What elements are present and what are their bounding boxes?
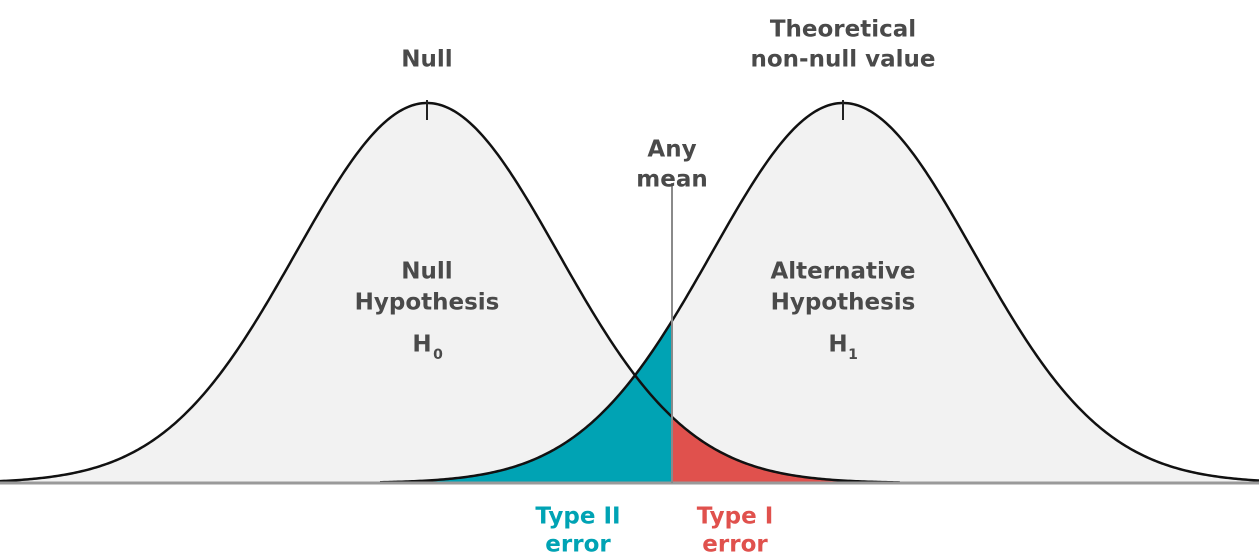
curves xyxy=(0,101,1259,484)
alt-hypothesis-symbol: H xyxy=(828,332,847,358)
null-mean-label: Null xyxy=(401,47,452,73)
any-mean-label: Any xyxy=(647,137,696,163)
type-two-label: error xyxy=(545,532,611,558)
type-two-area xyxy=(380,320,672,483)
null-hypothesis-subscript: 0 xyxy=(433,347,443,363)
alt-area xyxy=(380,103,1259,483)
null-hypothesis-symbol: H xyxy=(412,332,431,358)
alt-hypothesis-label: Alternative xyxy=(771,259,916,285)
null-hypothesis-label: Null xyxy=(401,259,452,285)
type-one-area xyxy=(672,416,900,483)
alt-mean-label: non-null value xyxy=(751,47,936,73)
any-mean-label: mean xyxy=(636,167,707,193)
alt-hypothesis-subscript: 1 xyxy=(848,347,858,363)
null-curve xyxy=(0,101,901,484)
type-two-label: Type II xyxy=(535,504,620,530)
null-hypothesis-label: Hypothesis xyxy=(355,290,500,316)
alt-curve xyxy=(379,101,1259,484)
type-one-label: error xyxy=(702,532,768,558)
type-one-label: Type I xyxy=(697,504,774,530)
alt-mean-label: Theoretical xyxy=(770,17,916,43)
null-area xyxy=(0,103,900,483)
alt-hypothesis-label: Hypothesis xyxy=(771,290,916,316)
